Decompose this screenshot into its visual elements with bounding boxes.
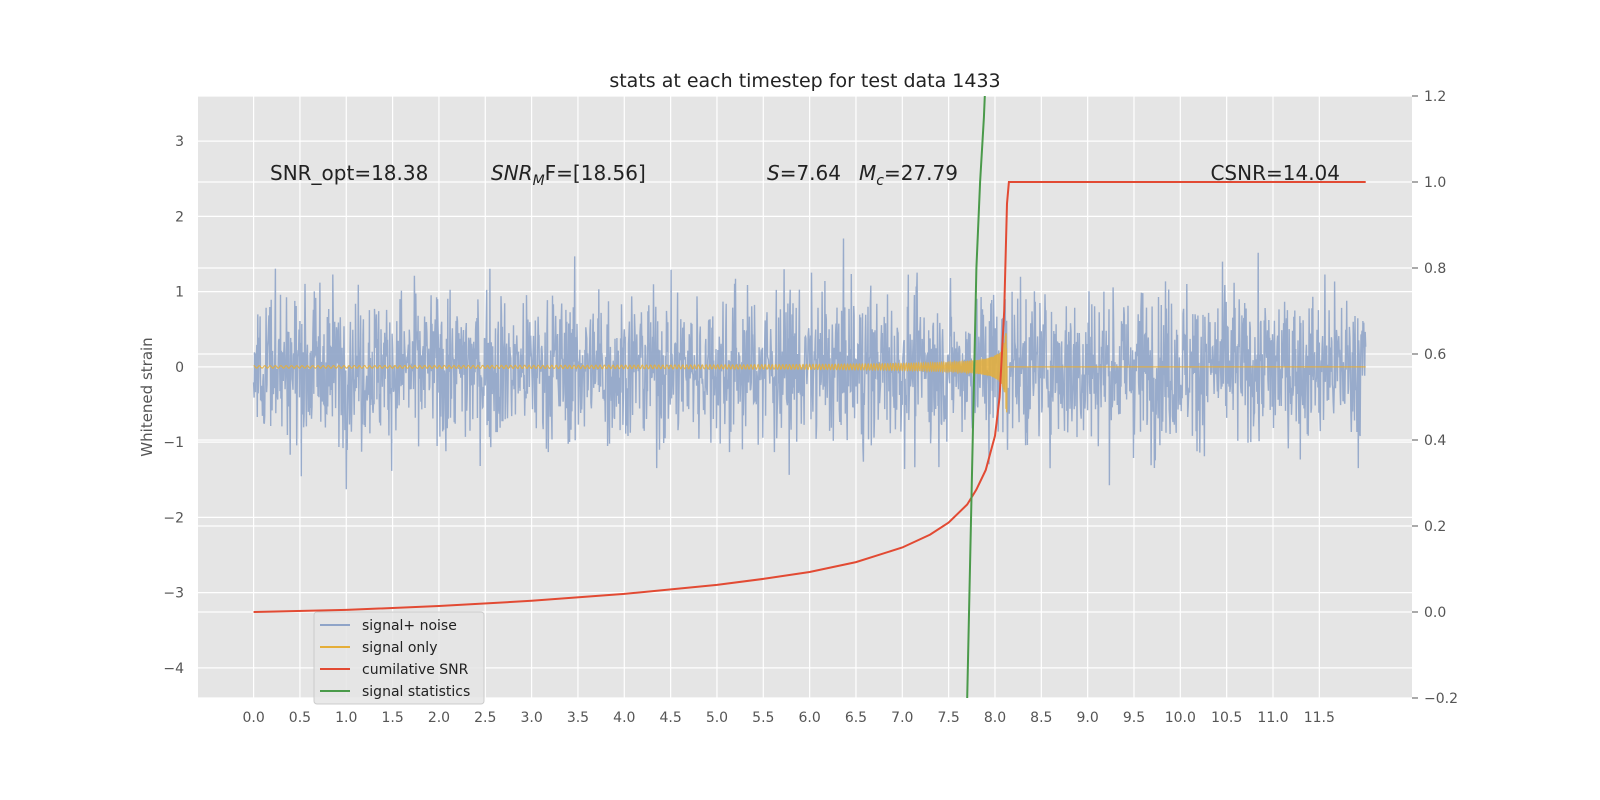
chart-title: stats at each timestep for test data 143… [609,70,1000,92]
annotation-s: S=7.64 [767,161,841,185]
x-tick-label: 9.0 [1077,710,1099,726]
y2-tick-label: 0.4 [1424,433,1446,449]
x-tick-label: 2.0 [428,710,450,726]
y2-tick-label: 0.0 [1424,605,1446,621]
y2-tick-label: 1.2 [1424,89,1446,105]
x-tick-label: 1.5 [381,710,403,726]
legend-label: signal only [362,640,437,656]
series-cumulative-snr [253,181,1366,613]
annotation-mc-sub: c [876,173,884,189]
y-tick-label: −3 [163,586,184,602]
y2-tick-label: 1.0 [1424,175,1446,191]
y-tick-label: −2 [163,510,184,526]
x-tick-label: 5.5 [752,710,774,726]
y-tick-label: 1 [175,285,184,301]
y2-tick-label: 0.8 [1424,261,1446,277]
y-tick-label: 0 [175,360,184,376]
legend-label: signal+ noise [362,618,457,634]
x-tick-label: 6.5 [845,710,867,726]
x-tick-label: 6.0 [799,710,821,726]
y-tick-label: −1 [163,435,184,451]
legend-label: cumilative SNR [362,662,469,678]
x-tick-label: 7.5 [938,710,960,726]
annotation-snr-mf-sub: M [533,173,545,189]
x-tick-label: 3.5 [567,710,589,726]
x-tick-label: 8.0 [984,710,1006,726]
x-tick-label: 8.5 [1030,710,1052,726]
legend: signal+ noise signal only cumilative SNR si… [313,611,485,705]
series-signal-noise [252,238,1367,490]
annotation-snr-mf-value: F=[18.56] [545,161,646,185]
x-tick-label: 10.0 [1165,710,1196,726]
legend-label: signal statistics [362,684,470,700]
x-tick-label: 3.0 [520,710,542,726]
annotation-mc-value: =27.79 [884,161,958,185]
series-signal-statistics [966,96,986,698]
x-tick-label: 11.0 [1257,710,1288,726]
y-axis-left: 3 2 1 0 −1 −2 −3 −4 [163,134,184,677]
y-axis-label: Whitened strain [138,337,156,456]
x-tick-label: 1.0 [335,710,357,726]
x-tick-label: 4.0 [613,710,635,726]
annotation-csnr: CSNR=14.04 [1210,161,1340,185]
annotation-snr-opt: SNR_opt=18.38 [270,161,428,185]
plot-area [198,96,1412,698]
series-signal-only [253,333,1366,413]
x-tick-label: 10.5 [1211,710,1242,726]
x-tick-label: 9.5 [1123,710,1145,726]
x-tick-label: 11.5 [1304,710,1335,726]
annotation-s-value: =7.64 [780,161,841,185]
y2-tick-label: 0.2 [1424,519,1446,535]
annotation-mc: Mc=27.79 [859,161,958,189]
x-tick-label: 5.0 [706,710,728,726]
x-tick-label: 0.0 [242,710,264,726]
x-tick-label: 4.5 [659,710,681,726]
y-axis-right: 1.2 1.0 0.8 0.6 0.4 0.2 0.0 −0.2 [1412,89,1458,707]
annotation-snr-mf: SNRMF=[18.56] [491,161,646,189]
x-tick-label: 7.0 [891,710,913,726]
y2-tick-label: −0.2 [1424,691,1458,707]
y2-tick-label: 0.6 [1424,347,1446,363]
x-axis: 0.0 0.5 1.0 1.5 2.0 2.5 3.0 3.5 4.0 4.5 5.0 5.5 6.0 6… [242,710,1334,726]
annotation-snr-mf-label: SNR [491,161,533,185]
x-tick-label: 2.5 [474,710,496,726]
y-tick-label: −4 [163,661,184,677]
series-layer [252,96,1367,698]
annotation-mc-label: M [859,161,876,185]
y-tick-label: 3 [175,134,184,150]
legend-box [313,611,485,705]
x-tick-label: 0.5 [289,710,311,726]
y-tick-label: 2 [175,209,184,225]
annotation-s-label: S [767,161,780,185]
